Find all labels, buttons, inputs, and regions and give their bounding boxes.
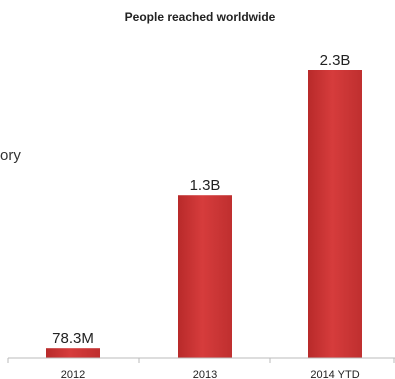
bar-2014-ytd <box>308 70 362 358</box>
x-axis-ticks <box>7 358 395 363</box>
bars-layer <box>46 70 362 358</box>
cropped-text-fragment: ory <box>0 147 21 164</box>
bar-2012 <box>46 348 100 358</box>
data-label: 78.3M <box>52 330 94 347</box>
x-tick-label: 2013 <box>193 369 217 379</box>
bar-2013 <box>178 195 232 358</box>
chart-title: People reached worldwide <box>125 10 276 24</box>
x-tick-label: 2014 YTD <box>310 369 359 379</box>
data-label: 1.3B <box>190 177 221 194</box>
data-labels-layer: 78.3M 1.3B 2.3B <box>52 52 350 347</box>
x-tick-label: 2012 <box>61 369 85 379</box>
x-axis-tick-labels: 2012 2013 2014 YTD <box>61 369 360 379</box>
data-label: 2.3B <box>320 52 351 69</box>
